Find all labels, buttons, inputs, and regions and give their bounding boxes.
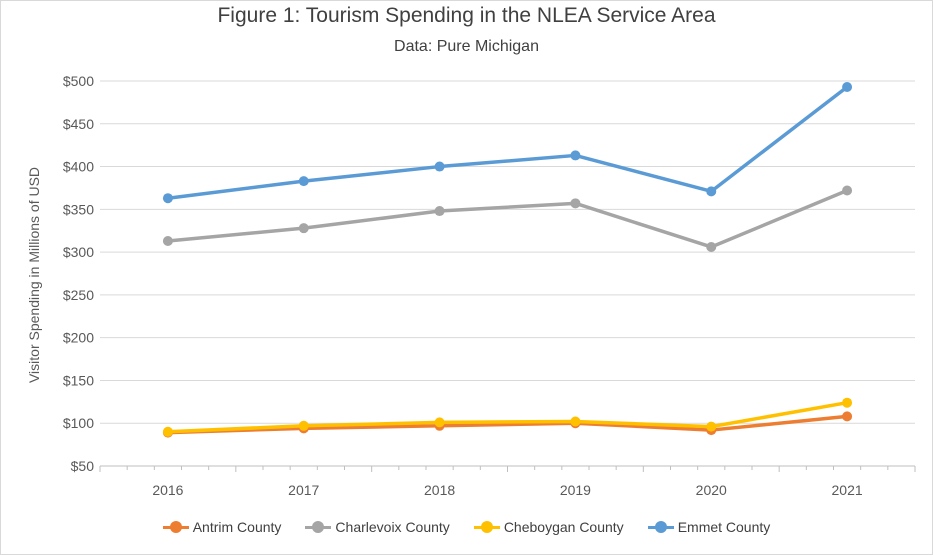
legend-item: Charlevoix County bbox=[305, 519, 450, 535]
legend-label: Antrim County bbox=[192, 519, 282, 535]
data-point bbox=[298, 176, 309, 187]
legend-swatch bbox=[162, 520, 189, 534]
series-charlevoix-county bbox=[162, 185, 853, 252]
legend-label: Cheboygan County bbox=[503, 519, 624, 535]
y-tick-label: $150 bbox=[63, 372, 94, 388]
series-cheboygan-county bbox=[162, 397, 853, 437]
x-tick-label: 2016 bbox=[152, 482, 183, 498]
chart-legend: Antrim County Charlevoix County Cheboygan … bbox=[0, 519, 933, 535]
y-axis-label: Visitor Spending in Millions of USD bbox=[26, 167, 42, 383]
y-tick-label: $200 bbox=[63, 330, 94, 346]
data-point bbox=[842, 397, 853, 408]
series-antrim-county bbox=[162, 411, 853, 438]
legend-swatch bbox=[305, 520, 332, 534]
data-point bbox=[706, 241, 717, 252]
x-tick-label: 2020 bbox=[696, 482, 727, 498]
gridlines bbox=[100, 80, 915, 424]
data-point bbox=[434, 417, 445, 428]
data-point bbox=[842, 411, 853, 422]
x-tick-label: 2019 bbox=[560, 482, 591, 498]
y-tick-label: $300 bbox=[63, 244, 94, 260]
data-point bbox=[298, 223, 309, 234]
y-tick-label: $350 bbox=[63, 201, 94, 217]
y-tick-label: $500 bbox=[63, 73, 94, 89]
chart-title: Figure 1: Tourism Spending in the NLEA S… bbox=[217, 4, 716, 27]
data-point bbox=[570, 416, 581, 427]
y-tick-label: $250 bbox=[63, 287, 94, 303]
y-tick-label: $400 bbox=[63, 159, 94, 175]
legend-item: Cheboygan County bbox=[473, 519, 624, 535]
legend-swatch bbox=[473, 520, 500, 534]
data-point bbox=[842, 185, 853, 196]
data-point bbox=[162, 426, 173, 437]
data-point bbox=[570, 150, 581, 161]
data-point bbox=[706, 421, 717, 432]
y-tick-label: $450 bbox=[63, 116, 94, 132]
y-tick-label: $50 bbox=[71, 458, 95, 474]
series-emmet-county bbox=[162, 81, 853, 204]
series-line bbox=[166, 400, 849, 434]
x-tick-label: 2018 bbox=[424, 482, 455, 498]
data-point bbox=[434, 161, 445, 172]
series-line bbox=[166, 188, 849, 249]
data-point bbox=[298, 420, 309, 431]
legend-label: Emmet County bbox=[677, 519, 771, 535]
series-line bbox=[166, 414, 849, 435]
x-tick-label: 2017 bbox=[288, 482, 319, 498]
data-point bbox=[842, 81, 853, 92]
series-lines bbox=[162, 81, 853, 438]
data-point bbox=[706, 186, 717, 197]
series-line bbox=[166, 85, 849, 200]
data-point bbox=[570, 198, 581, 209]
axes: $50 $100 $150 $200 $250 $300 $350 $400 $450 $500 2… bbox=[63, 73, 916, 498]
data-point bbox=[162, 193, 173, 204]
legend-item: Antrim County bbox=[162, 519, 282, 535]
legend-item: Emmet County bbox=[647, 519, 771, 535]
x-tick-label: 2021 bbox=[832, 482, 863, 498]
legend-label: Charlevoix County bbox=[335, 519, 450, 535]
y-tick-label: $100 bbox=[63, 415, 94, 431]
chart-subtitle: Data: Pure Michigan bbox=[394, 38, 539, 55]
data-point bbox=[434, 206, 445, 217]
legend-swatch bbox=[647, 520, 674, 534]
data-point bbox=[162, 235, 173, 246]
